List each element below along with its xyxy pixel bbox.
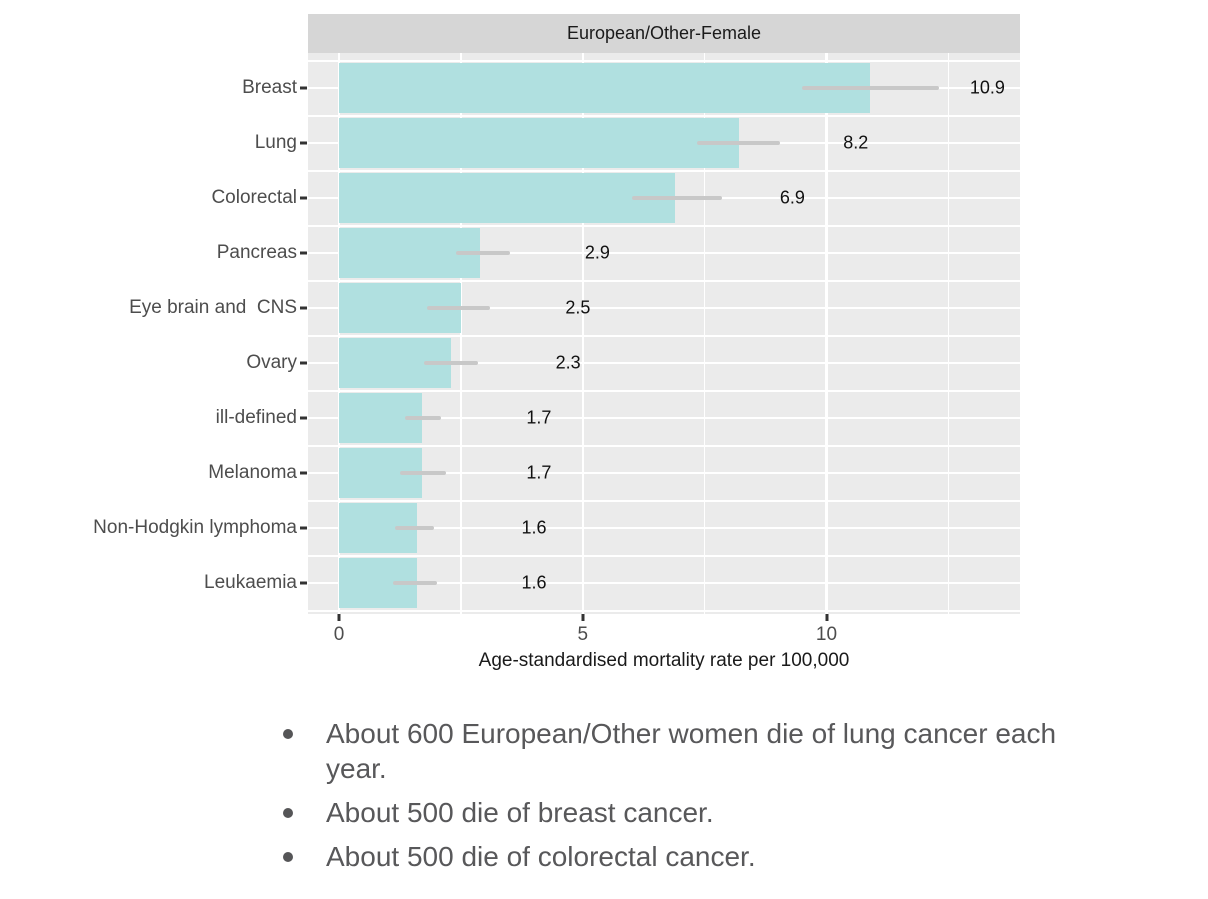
y-axis-label: Melanoma — [208, 462, 297, 483]
grid-line-minor-v — [947, 53, 950, 614]
error-bar — [456, 251, 510, 255]
grid-line-major-v — [337, 53, 341, 614]
grid-line-minor-h — [308, 334, 1020, 337]
grid-line-minor-h — [308, 609, 1020, 612]
grid-line-minor-h — [308, 59, 1020, 62]
error-bar — [424, 361, 478, 365]
y-axis-label: Eye brain and CNS — [129, 297, 297, 318]
x-tick — [581, 614, 585, 621]
grid-line-major-h — [308, 307, 1020, 309]
grid-line-major-h — [308, 252, 1020, 254]
y-axis-label: Ovary — [246, 352, 297, 373]
y-tick — [300, 251, 307, 255]
y-tick — [300, 306, 307, 310]
y-tick — [300, 526, 307, 530]
note-text: About 500 die of colorectal cancer. — [326, 841, 756, 872]
y-tick — [300, 361, 307, 365]
value-label: 10.9 — [969, 77, 1005, 98]
bar — [339, 118, 739, 168]
grid-line-major-h — [308, 582, 1020, 584]
error-bar — [631, 196, 722, 200]
grid-line-minor-h — [308, 114, 1020, 117]
value-label: 2.9 — [584, 242, 610, 263]
value-label: 2.3 — [555, 352, 581, 373]
error-bar — [697, 141, 781, 145]
note-text: About 600 European/Other women die of lu… — [326, 718, 1057, 784]
bar — [339, 63, 871, 113]
value-label: 2.5 — [565, 297, 591, 318]
value-label: 1.6 — [521, 572, 547, 593]
facet-title: European/Other-Female — [566, 23, 762, 43]
bullet-icon — [283, 852, 293, 862]
y-tick — [300, 581, 307, 585]
chart-panel: 10.9 8.2 6.9 2.9 2.5 2.3 1.7 1.7 1.6 1.6 — [308, 53, 1020, 614]
grid-line-major-h — [308, 472, 1020, 474]
x-tick-label: 10 — [815, 624, 838, 645]
y-tick — [300, 196, 307, 200]
y-axis-label: ill-defined — [215, 407, 297, 428]
error-bar — [392, 581, 437, 585]
facet-strip: European/Other-Female — [308, 14, 1020, 53]
grid-line-major-v — [581, 53, 584, 614]
y-axis-label: Non-Hodgkin lymphoma — [93, 517, 297, 538]
x-tick — [337, 614, 341, 621]
x-tick-label: 0 — [333, 624, 345, 645]
grid-line-major-h — [308, 527, 1020, 529]
y-tick — [300, 86, 307, 90]
grid-line-minor-h — [308, 389, 1020, 392]
grid-line-major-h — [308, 362, 1020, 364]
grid-line-minor-h — [308, 554, 1020, 557]
note-item: About 500 die of colorectal cancer. — [283, 839, 1103, 874]
note-item: About 500 die of breast cancer. — [283, 795, 1103, 830]
grid-line-minor-h — [308, 279, 1020, 282]
value-label: 1.7 — [526, 407, 552, 428]
error-bar — [395, 526, 435, 530]
error-bar — [404, 416, 442, 420]
y-axis-label: Colorectal — [211, 187, 297, 208]
y-axis-label: Lung — [254, 132, 297, 153]
x-axis-title: Age-standardised mortality rate per 100,… — [478, 650, 850, 671]
bullet-icon — [283, 808, 293, 818]
error-bar — [399, 471, 447, 475]
grid-line-major-v — [825, 53, 828, 614]
y-tick — [300, 416, 307, 420]
x-tick — [825, 614, 828, 621]
grid-line-minor-h — [308, 169, 1020, 172]
grid-line-minor-h — [308, 499, 1020, 502]
error-bar — [802, 86, 939, 90]
value-label: 6.9 — [779, 187, 805, 208]
note-text: About 500 die of breast cancer. — [326, 797, 714, 828]
x-tick-label: 5 — [577, 624, 589, 645]
bullet-icon — [283, 729, 293, 739]
bar — [339, 173, 676, 223]
grid-line-major-h — [308, 417, 1020, 419]
grid-line-minor-v — [703, 53, 706, 614]
value-label: 1.6 — [521, 517, 547, 538]
grid-line-minor-h — [308, 224, 1020, 227]
error-bar — [426, 306, 491, 310]
value-label: 8.2 — [843, 132, 869, 153]
y-axis-label: Leukaemia — [204, 572, 297, 593]
note-item: About 600 European/Other women die of lu… — [283, 716, 1103, 786]
value-label: 1.7 — [526, 462, 552, 483]
grid-line-minor-h — [308, 444, 1020, 447]
notes-list: About 600 European/Other women die of lu… — [283, 716, 1103, 883]
y-tick — [300, 141, 307, 145]
y-axis-label: Breast — [242, 77, 297, 98]
y-tick — [300, 471, 307, 475]
grid-line-minor-v — [460, 53, 462, 614]
y-axis-label: Pancreas — [216, 242, 297, 263]
